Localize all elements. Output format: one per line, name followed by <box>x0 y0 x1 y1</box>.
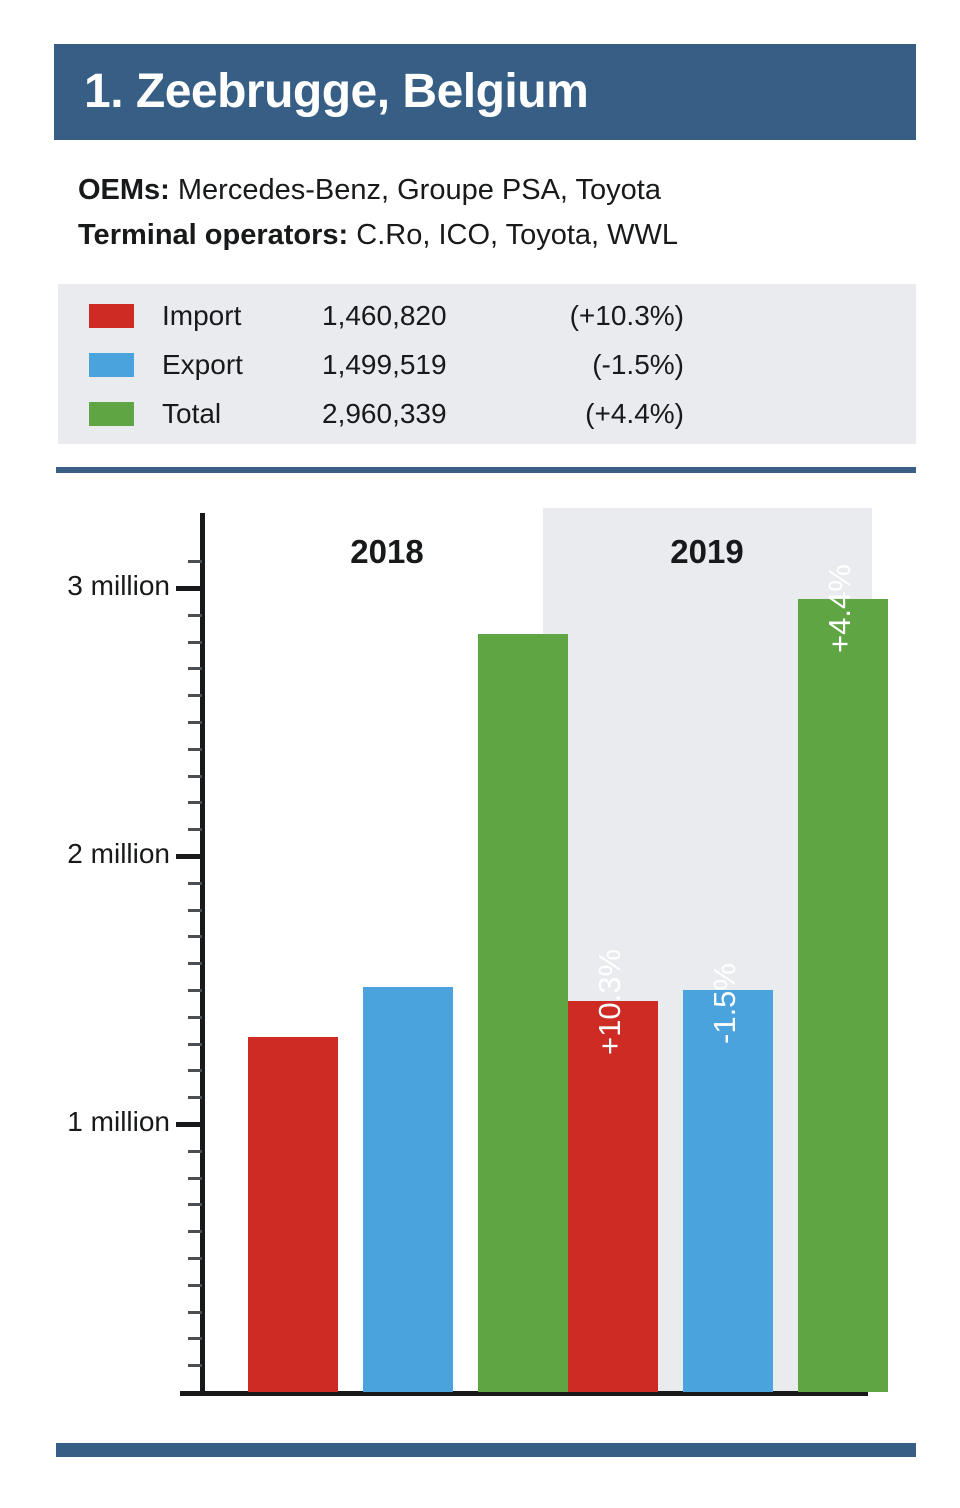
y-tick-minor <box>188 613 202 617</box>
metadata-block: OEMs: Mercedes-Benz, Groupe PSA, Toyota … <box>78 168 938 258</box>
y-tick-minor <box>188 694 202 698</box>
table-row: Export 1,499,519 (-1.5%) <box>58 340 916 389</box>
y-tick-minor <box>188 1364 202 1368</box>
y-tick-minor <box>188 1042 202 1046</box>
y-tick-minor <box>188 640 202 644</box>
bar-annotation-2019-import: +10.3% <box>592 948 627 1055</box>
y-tick-major <box>176 1122 202 1127</box>
y-tick-minor <box>188 881 202 885</box>
terminal-operators-value: C.Ro, ICO, Toyota, WWL <box>348 218 679 251</box>
bar-2018-export <box>363 987 453 1392</box>
bar-annotation-2019-export: -1.5% <box>707 963 742 1045</box>
category-label-2018: 2018 <box>350 533 424 570</box>
oems-line: OEMs: Mercedes-Benz, Groupe PSA, Toyota <box>78 168 938 213</box>
y-tick-minor <box>188 774 202 778</box>
row-change-total: (+4.4%) <box>585 397 684 429</box>
category-label-2019: 2019 <box>670 533 744 570</box>
table-row: Total 2,960,339 (+4.4%) <box>58 389 916 438</box>
y-tick-minor <box>188 747 202 751</box>
row-value-export: 1,499,519 <box>322 348 447 380</box>
y-tick-minor <box>188 801 202 805</box>
row-label-total: Total <box>162 397 222 429</box>
y-tick-minor <box>188 667 202 671</box>
y-tick-major <box>176 586 202 591</box>
header-banner: 1. Zeebrugge, Belgium <box>54 44 916 140</box>
y-tick-minor <box>188 1337 202 1341</box>
y-tick-minor <box>188 560 202 564</box>
y-tick-minor <box>188 1257 202 1260</box>
page-title: 1. Zeebrugge, Belgium <box>84 65 589 118</box>
y-tick-major <box>176 854 202 859</box>
y-tick-minor <box>188 1283 202 1287</box>
y-tick-minor <box>188 962 202 966</box>
terminal-operators-label: Terminal operators: <box>78 218 349 251</box>
y-tick-minor <box>188 1203 202 1207</box>
bar-2018-import <box>248 1037 338 1392</box>
x-axis-baseline <box>180 1391 868 1396</box>
year-highlight-panel-2019 <box>543 508 872 1392</box>
y-tick-minor <box>188 1230 202 1234</box>
y-tick-minor <box>188 1176 202 1180</box>
table-row: Import 1,460,820 (+10.3%) <box>58 291 916 340</box>
y-tick-minor <box>188 1069 202 1073</box>
row-label-import: Import <box>162 299 242 331</box>
summary-data-panel: Import 1,460,820 (+10.3%) Export 1,499,5… <box>58 284 916 444</box>
y-tick-minor <box>188 935 202 939</box>
oems-label: OEMs: <box>78 174 170 206</box>
legend-swatch-total <box>89 401 134 426</box>
y-tick-minor <box>188 989 202 992</box>
section-divider <box>56 467 916 473</box>
oems-value: Mercedes-Benz, Groupe PSA, Toyota <box>169 174 661 206</box>
y-tick-minor <box>188 721 202 724</box>
y-tick-label: 3 million <box>67 570 170 601</box>
y-tick-minor <box>188 1015 202 1019</box>
y-tick-minor <box>188 828 202 832</box>
legend-swatch-export <box>89 352 134 377</box>
bar-2019-total <box>798 598 888 1392</box>
y-tick-minor <box>188 1096 202 1100</box>
row-value-import: 1,460,820 <box>322 299 447 331</box>
bar-annotation-2019-total: +4.4% <box>822 563 857 653</box>
y-tick-label: 1 million <box>67 1106 170 1137</box>
bar-2018-total <box>478 634 568 1392</box>
footer-bar <box>56 1443 916 1457</box>
y-tick-minor <box>188 1310 202 1314</box>
terminal-operators-line: Terminal operators: C.Ro, ICO, Toyota, W… <box>78 213 938 258</box>
row-change-import: (+10.3%) <box>569 299 684 331</box>
row-change-export: (-1.5%) <box>592 348 684 380</box>
row-value-total: 2,960,339 <box>322 397 447 429</box>
row-label-export: Export <box>162 348 243 380</box>
y-tick-minor <box>188 1149 202 1153</box>
y-axis-line <box>200 513 205 1394</box>
legend-swatch-import <box>89 303 134 328</box>
y-tick-minor <box>188 908 202 912</box>
y-tick-label: 2 million <box>67 838 170 869</box>
bar-2019-import <box>568 1000 658 1392</box>
bar-2019-export <box>683 990 773 1392</box>
